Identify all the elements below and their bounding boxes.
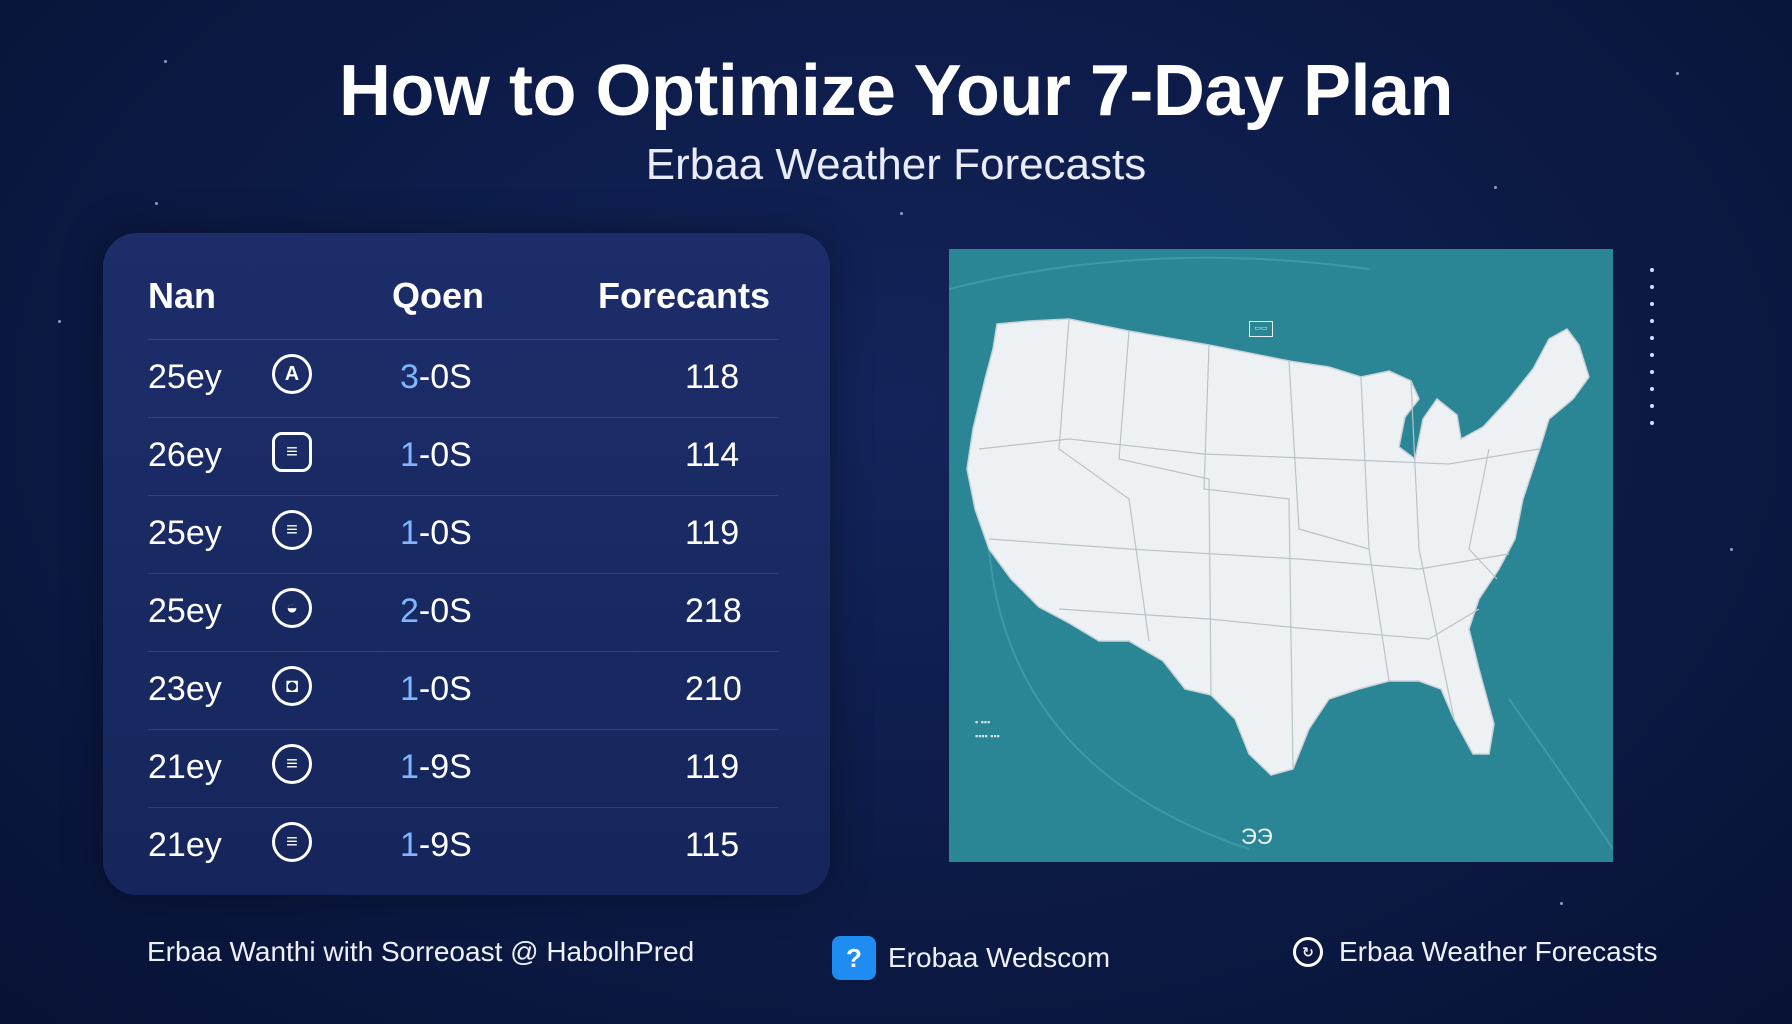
forecast-cell: 119: [685, 748, 740, 786]
day-cell: 25ey: [148, 592, 222, 630]
day-cell: 25ey: [148, 514, 222, 552]
pagination-dot[interactable]: [1650, 302, 1654, 306]
table-row[interactable]: 23ey ◘ 1-0S 210: [148, 651, 778, 729]
map-contour-line: [949, 256, 1370, 290]
range-start: 1: [400, 514, 419, 552]
map-top-label: ▭▭: [1249, 321, 1273, 337]
range-start: 1: [400, 826, 419, 864]
day-cell: 23ey: [148, 670, 222, 708]
pagination-dot[interactable]: [1650, 319, 1654, 323]
footer-brand[interactable]: ↻ Erbaa Weather Forecasts: [1293, 936, 1658, 968]
refresh-icon: ↻: [1293, 937, 1323, 967]
range-rest: -0S: [418, 436, 472, 474]
pagination-dots[interactable]: [1650, 268, 1656, 438]
range-start: 3: [400, 358, 419, 396]
forecast-cell: 115: [685, 826, 740, 864]
footer-app-link[interactable]: ? Erobaa Wedscom: [832, 936, 1110, 980]
range-rest: -0S: [418, 670, 472, 708]
forecast-cell: 114: [685, 436, 740, 474]
pagination-dot[interactable]: [1650, 370, 1654, 374]
column-header-name: Nan: [148, 275, 217, 316]
table-row[interactable]: 21ey ≡ 1-9S 119: [148, 729, 778, 807]
day-cell: 26ey: [148, 436, 222, 474]
range-cell: 1-0S: [400, 436, 472, 475]
star-decoration: [1560, 902, 1563, 905]
page-subtitle: Erbaa Weather Forecasts: [645, 140, 1147, 189]
star-decoration: [58, 320, 61, 323]
list-circle-icon: ≡: [272, 744, 312, 784]
map-badge: ЭЭ: [1241, 824, 1273, 849]
us-map[interactable]: ▭▭ ▪ ▪▪▪ ▪▪▪▪ ▪▪▪ ЭЭ: [949, 249, 1613, 862]
map-contour-line: [988, 548, 1250, 850]
page-title: How to Optimize Your 7-Day Plan: [339, 51, 1454, 131]
range-rest: -9S: [418, 748, 472, 786]
range-cell: 1-0S: [400, 670, 472, 709]
pagination-dot[interactable]: [1650, 353, 1654, 357]
range-cell: 2-0S: [400, 592, 472, 631]
pagination-dot[interactable]: [1650, 404, 1654, 408]
day-cell: 21ey: [148, 826, 222, 864]
table-row[interactable]: 25ey ≡ 1-0S 119: [148, 495, 778, 573]
range-cell: 1-9S: [400, 748, 472, 787]
star-decoration: [155, 202, 158, 205]
range-start: 1: [400, 670, 419, 708]
map-legend-line: ▪▪▪▪ ▪▪▪: [975, 731, 1000, 741]
pagination-dot[interactable]: [1650, 268, 1654, 272]
column-header-range: Qoen: [392, 275, 485, 316]
list-circle-icon: ≡: [272, 510, 312, 550]
footer-credit: Erbaa Wanthi with Sorreoast @ HabolhPred: [147, 936, 695, 967]
forecast-rows: 25ey A 3-0S 118 26ey ≡ 1-0S 114 25ey ≡ 1…: [148, 339, 778, 885]
range-rest: -0S: [418, 592, 472, 630]
star-decoration: [1494, 186, 1497, 189]
range-rest: -9S: [418, 826, 472, 864]
column-header-forecast: Forecants: [598, 275, 771, 316]
badge-circle-icon: ◘: [272, 666, 312, 706]
pagination-dot[interactable]: [1650, 421, 1654, 425]
table-row[interactable]: 26ey ≡ 1-0S 114: [148, 417, 778, 495]
map-legend-line: ▪ ▪▪▪: [975, 717, 991, 727]
star-decoration: [900, 212, 903, 215]
us-map-graphic: [949, 256, 1613, 850]
state-borders: [978, 318, 1540, 770]
us-landmass: [966, 318, 1590, 776]
footer-app-label: Erobaa Wedscom: [888, 942, 1111, 973]
table-row[interactable]: 21ey ≡ 1-9S 115: [148, 807, 778, 885]
range-rest: -0S: [418, 358, 472, 396]
forecast-table-panel: Nan Qoen Forecants 25ey A 3-0S 118 26ey …: [103, 233, 830, 895]
range-start: 2: [400, 592, 419, 630]
forecast-cell: 218: [685, 592, 742, 630]
map-contour-line: [1508, 698, 1613, 850]
pagination-dot[interactable]: [1650, 387, 1654, 391]
list-circle-icon: ≡: [272, 822, 312, 862]
pagination-dot[interactable]: [1650, 336, 1654, 340]
star-decoration: [1730, 548, 1733, 551]
shield-circle-icon: ◒: [272, 588, 312, 628]
star-decoration: [164, 60, 167, 63]
forecast-cell: 210: [685, 670, 742, 708]
table-row[interactable]: 25ey A 3-0S 118: [148, 339, 778, 417]
range-cell: 3-0S: [400, 358, 472, 397]
table-row[interactable]: 25ey ◒ 2-0S 218: [148, 573, 778, 651]
footer-brand-label: Erbaa Weather Forecasts: [1339, 936, 1658, 967]
range-cell: 1-0S: [400, 514, 472, 553]
range-cell: 1-9S: [400, 826, 472, 865]
map-legend: ▪ ▪▪▪ ▪▪▪▪ ▪▪▪: [975, 715, 1000, 743]
app-icon: ?: [832, 936, 876, 980]
range-rest: -0S: [418, 514, 472, 552]
a-circle-icon: A: [272, 354, 312, 394]
range-start: 1: [400, 748, 419, 786]
forecast-cell: 119: [685, 514, 740, 552]
range-start: 1: [400, 436, 419, 474]
star-decoration: [1676, 72, 1679, 75]
day-cell: 25ey: [148, 358, 222, 396]
pagination-dot[interactable]: [1650, 285, 1654, 289]
chat-bubble-icon: ≡: [272, 432, 312, 472]
day-cell: 21ey: [148, 748, 222, 786]
forecast-cell: 118: [685, 358, 740, 396]
